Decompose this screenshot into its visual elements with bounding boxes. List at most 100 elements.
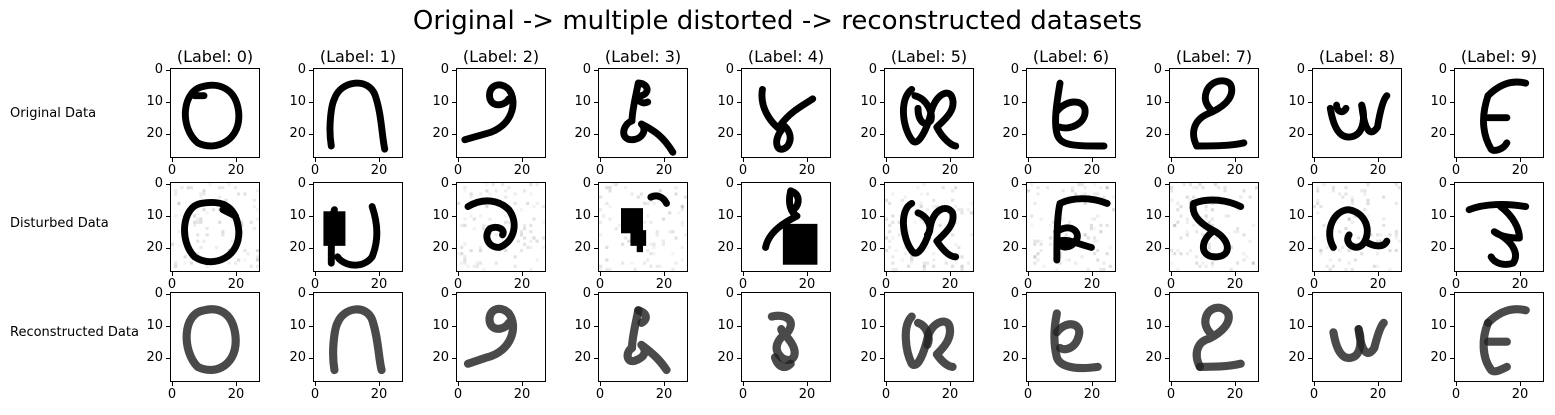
digit-stroke — [1354, 318, 1388, 357]
noise-pixel — [221, 186, 225, 190]
y-tick-mark — [594, 358, 598, 359]
noise-pixel — [922, 264, 926, 268]
digit-stroke — [758, 85, 817, 153]
noise-pixel — [1198, 183, 1202, 187]
y-tick-mark — [309, 294, 313, 295]
image-axes — [456, 68, 546, 158]
noise-pixel — [643, 220, 647, 224]
noise-pixel — [186, 186, 190, 190]
noise-pixel — [1067, 220, 1071, 224]
x-tick-label: 20 — [1369, 387, 1387, 402]
noise-pixel — [649, 242, 653, 246]
noise-pixel — [193, 214, 197, 218]
x-tick-label: 20 — [798, 163, 816, 178]
x-tick-mark — [807, 158, 808, 162]
noise-pixel — [1347, 261, 1351, 265]
noise-pixel — [196, 233, 200, 237]
noise-pixel — [1036, 192, 1040, 196]
noise-pixel — [1049, 223, 1053, 227]
noise-pixel — [469, 249, 473, 253]
noise-pixel — [671, 230, 675, 234]
occlusion-block — [782, 223, 818, 265]
noise-pixel — [1089, 223, 1093, 227]
x-tick-label: 0 — [1309, 277, 1319, 292]
noise-pixel — [1366, 183, 1370, 187]
y-tick-label: 20 — [432, 350, 449, 365]
y-tick-label: 20 — [1145, 240, 1162, 255]
column-title-0: (Label: 0) — [176, 47, 254, 66]
x-tick-label: 0 — [167, 163, 177, 178]
x-tick-mark — [172, 272, 173, 276]
noise-pixel — [652, 242, 656, 246]
noise-pixel — [1204, 208, 1208, 212]
noise-pixel — [1204, 217, 1208, 221]
noise-pixel — [913, 220, 917, 224]
noise-pixel — [1207, 242, 1211, 246]
noise-pixel — [1388, 233, 1392, 237]
digit-stroke — [1487, 203, 1523, 268]
y-tick-label: 10 — [146, 94, 163, 109]
noise-pixel — [1394, 233, 1398, 237]
noise-pixel — [932, 264, 936, 268]
y-tick-label: 10 — [1002, 208, 1019, 223]
noise-pixel — [885, 198, 889, 202]
noise-pixel — [891, 255, 895, 259]
x-tick-label: 20 — [370, 387, 388, 402]
noise-pixel — [621, 242, 625, 246]
noise-pixel — [1363, 208, 1367, 212]
noise-pixel — [463, 242, 467, 246]
noise-pixel — [1217, 186, 1221, 190]
noise-pixel — [174, 261, 178, 265]
noise-pixel — [646, 201, 650, 205]
noise-pixel — [652, 245, 656, 249]
noise-pixel — [460, 261, 464, 265]
digit-stroke — [1053, 224, 1095, 251]
y-tick-label: 20 — [1288, 126, 1305, 141]
digit-image — [767, 311, 799, 372]
noise-pixel — [1344, 186, 1348, 190]
noise-pixel — [1064, 233, 1068, 237]
image-axes — [598, 68, 688, 158]
noise-pixel — [1338, 258, 1342, 262]
y-tick-label: 10 — [289, 318, 306, 333]
noise-pixel — [611, 183, 615, 187]
noise-pixel — [1089, 227, 1093, 231]
y-tick-mark — [737, 70, 741, 71]
noise-pixel — [932, 258, 936, 262]
digit-stroke — [770, 353, 795, 372]
x-tick-mark — [379, 272, 380, 276]
digit-stroke — [182, 305, 240, 375]
row-label-original: Original Data — [10, 106, 97, 121]
x-tick-label: 0 — [881, 163, 891, 178]
noise-pixel — [1382, 195, 1386, 199]
noise-pixel — [608, 186, 612, 190]
noise-pixel — [1232, 230, 1236, 234]
x-tick-label: 20 — [227, 163, 245, 178]
noise-pixel — [218, 220, 222, 224]
noise-pixel — [1033, 261, 1037, 265]
y-tick-label: 20 — [574, 350, 591, 365]
y-tick-mark — [452, 248, 456, 249]
noise-pixel — [513, 264, 517, 268]
digit-stroke — [463, 304, 518, 368]
y-tick-mark — [1165, 134, 1169, 135]
y-tick-label: 20 — [1288, 240, 1305, 255]
image-axes — [456, 292, 546, 382]
noise-pixel — [523, 242, 527, 246]
noise-pixel — [1350, 195, 1354, 199]
y-tick-mark — [594, 134, 598, 135]
noise-pixel — [1080, 192, 1084, 196]
y-tick-label: 10 — [1145, 208, 1162, 223]
x-tick-label: 20 — [798, 387, 816, 402]
y-tick-label: 20 — [1430, 126, 1447, 141]
y-tick-label: 10 — [717, 208, 734, 223]
digit-stroke — [1189, 199, 1231, 261]
noise-pixel — [910, 255, 914, 259]
digit-image — [1052, 79, 1108, 150]
noise-pixel — [1096, 249, 1100, 253]
noise-pixel — [1350, 267, 1354, 271]
noise-pixel — [680, 258, 684, 262]
noise-pixel — [205, 211, 209, 215]
noise-pixel — [237, 192, 241, 196]
y-tick-label: 0 — [297, 286, 306, 301]
